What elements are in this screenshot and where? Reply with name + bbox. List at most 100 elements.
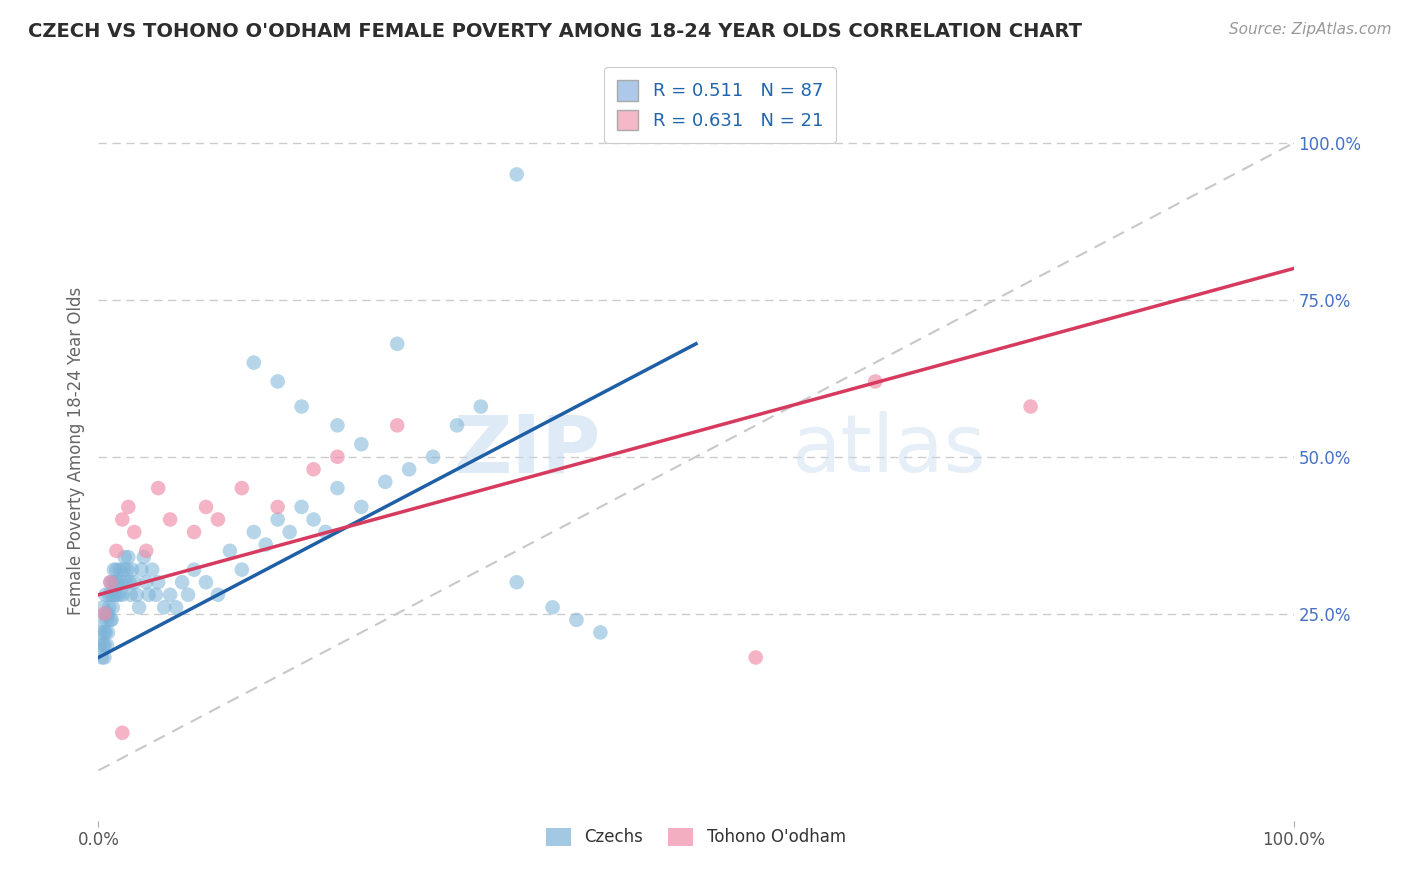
Point — [219, 544, 242, 558]
Point — [350, 500, 373, 514]
Point — [138, 588, 160, 602]
Point — [111, 512, 134, 526]
Y-axis label: Female Poverty Among 18-24 Year Olds: Female Poverty Among 18-24 Year Olds — [66, 286, 84, 615]
Point — [100, 588, 122, 602]
Point — [100, 613, 122, 627]
Point — [105, 544, 128, 558]
Point — [117, 500, 139, 514]
Text: CZECH VS TOHONO O'ODHAM FEMALE POVERTY AMONG 18-24 YEAR OLDS CORRELATION CHART: CZECH VS TOHONO O'ODHAM FEMALE POVERTY A… — [28, 22, 1083, 41]
Point — [278, 524, 301, 539]
Point — [117, 550, 139, 565]
Point — [506, 575, 529, 590]
Legend: Czechs, Tohono O'odham: Czechs, Tohono O'odham — [540, 821, 852, 853]
Point — [108, 563, 131, 577]
Point — [125, 588, 148, 602]
Point — [195, 575, 218, 590]
Point — [104, 575, 127, 590]
Point — [541, 600, 564, 615]
Point — [148, 575, 170, 590]
Point — [135, 544, 157, 558]
Point — [96, 638, 118, 652]
Point — [159, 512, 181, 526]
Point — [101, 600, 124, 615]
Point — [91, 638, 114, 652]
Point — [103, 588, 125, 602]
Point — [267, 375, 290, 389]
Point — [148, 481, 170, 495]
Point — [565, 613, 588, 627]
Point — [374, 475, 396, 489]
Point — [93, 638, 115, 652]
Point — [350, 437, 373, 451]
Point — [291, 500, 314, 514]
Point — [398, 462, 420, 476]
Text: ZIP: ZIP — [453, 411, 600, 490]
Point — [105, 563, 128, 577]
Point — [243, 524, 266, 539]
Point — [93, 607, 115, 621]
Point — [115, 563, 138, 577]
Point — [422, 450, 444, 464]
Point — [107, 575, 129, 590]
Point — [91, 600, 114, 615]
Point — [97, 607, 120, 621]
Point — [243, 356, 266, 370]
Point — [159, 588, 181, 602]
Point — [114, 550, 136, 565]
Point — [183, 524, 205, 539]
Point — [470, 400, 492, 414]
Point — [98, 588, 121, 602]
Point — [111, 726, 134, 740]
Point — [98, 575, 122, 590]
Text: atlas: atlas — [792, 411, 986, 490]
Point — [124, 575, 146, 590]
Point — [94, 625, 117, 640]
Point — [446, 418, 468, 433]
Point — [172, 575, 194, 590]
Point — [195, 500, 218, 514]
Point — [1019, 400, 1042, 414]
Point — [132, 550, 155, 565]
Point — [121, 563, 143, 577]
Point — [141, 563, 163, 577]
Point — [111, 588, 134, 602]
Point — [315, 524, 337, 539]
Point — [118, 575, 141, 590]
Point — [97, 625, 120, 640]
Point — [91, 613, 114, 627]
Point — [385, 418, 409, 433]
Point — [98, 575, 122, 590]
Point — [177, 588, 200, 602]
Point — [326, 418, 349, 433]
Point — [96, 613, 118, 627]
Point — [145, 588, 167, 602]
Point — [267, 500, 290, 514]
Point — [131, 563, 153, 577]
Point — [112, 563, 135, 577]
Point — [91, 650, 114, 665]
Point — [326, 450, 349, 464]
Point — [231, 481, 253, 495]
Point — [165, 600, 187, 615]
Point — [120, 588, 142, 602]
Point — [89, 638, 111, 652]
Point — [90, 625, 112, 640]
Point — [98, 613, 122, 627]
Point — [183, 563, 205, 577]
Point — [93, 625, 115, 640]
Point — [98, 600, 121, 615]
Point — [207, 588, 229, 602]
Point — [254, 538, 277, 552]
Point — [231, 563, 253, 577]
Point — [107, 588, 129, 602]
Point — [589, 625, 612, 640]
Point — [94, 607, 117, 621]
Point — [153, 600, 176, 615]
Point — [326, 481, 349, 495]
Point — [267, 512, 290, 526]
Point — [93, 650, 115, 665]
Point — [110, 575, 132, 590]
Point — [94, 588, 117, 602]
Point — [865, 375, 887, 389]
Point — [745, 650, 768, 665]
